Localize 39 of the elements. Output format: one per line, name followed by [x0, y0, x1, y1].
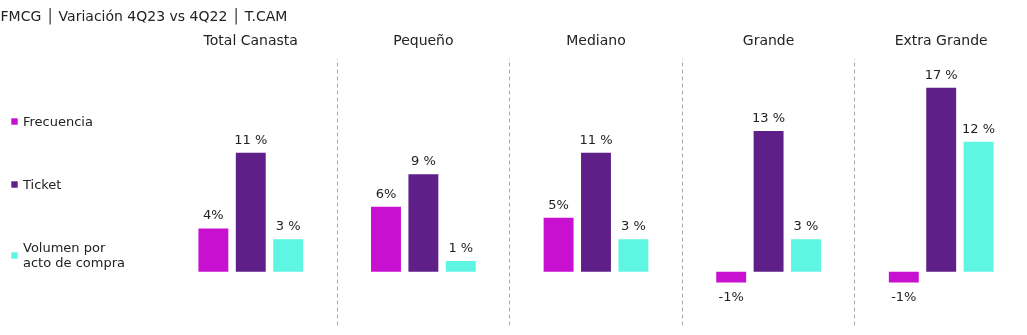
data-label: 11 % — [579, 131, 613, 147]
legend-label: Volumen por acto de compra — [23, 239, 126, 270]
data-label: 5% — [548, 196, 569, 212]
bar — [581, 152, 611, 272]
chart-title: FMCG │ Variación 4Q23 vs 4Q22 │ T.CAM — [0, 6, 288, 25]
bar — [371, 206, 401, 272]
data-label: 3 % — [793, 218, 819, 234]
legend-label: Ticket — [23, 176, 62, 192]
data-label: -1% — [718, 288, 744, 304]
bar — [445, 260, 476, 272]
data-label: 11 % — [234, 131, 268, 147]
bar — [618, 239, 649, 272]
bar — [543, 217, 574, 272]
x-tick-label: Grande — [742, 31, 795, 48]
legend-label: Frecuencia — [23, 113, 93, 129]
bar — [926, 87, 957, 272]
bar — [963, 141, 994, 272]
bar — [888, 271, 919, 283]
bar — [235, 152, 266, 272]
data-label: 1 % — [448, 239, 474, 255]
data-label: 3 % — [275, 218, 301, 234]
bar — [198, 228, 229, 272]
x-tick-label: Extra Grande — [894, 31, 988, 48]
data-label: 13 % — [752, 110, 786, 126]
data-label: 3 % — [621, 218, 646, 234]
bar — [791, 239, 821, 272]
data-label: 12 % — [962, 120, 996, 136]
bar — [273, 239, 304, 272]
data-label: 6% — [375, 185, 397, 201]
bar — [408, 174, 439, 272]
data-label: 9 % — [411, 153, 436, 169]
data-label: -1% — [891, 288, 917, 304]
x-tick-label: Pequeño — [393, 31, 454, 48]
bar — [716, 271, 747, 283]
data-label: 4% — [203, 207, 224, 223]
data-label: 17 % — [924, 66, 958, 82]
x-tick-label: Mediano — [566, 31, 626, 48]
bar — [753, 131, 784, 272]
x-tick-label: Total Canasta — [202, 31, 298, 48]
